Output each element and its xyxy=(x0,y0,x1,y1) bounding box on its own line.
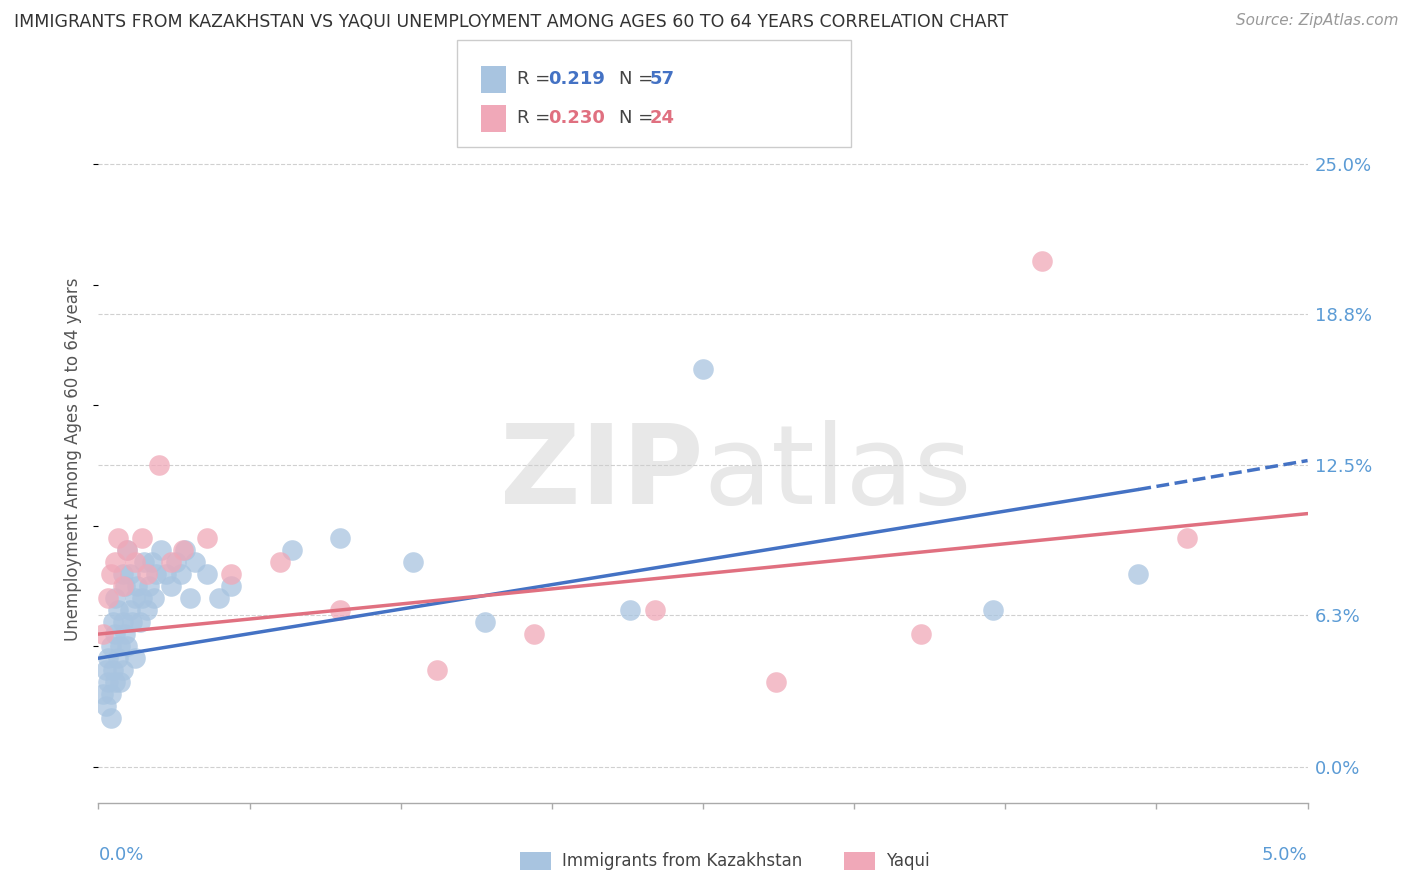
Point xyxy=(100,711,122,725)
Point xyxy=(1031,253,1053,268)
Point xyxy=(104,675,127,690)
Point xyxy=(94,699,117,714)
Point xyxy=(692,362,714,376)
Point xyxy=(169,566,191,581)
Point xyxy=(195,531,218,545)
Point xyxy=(765,675,787,690)
Point xyxy=(402,555,425,569)
Point xyxy=(131,531,153,545)
Point xyxy=(208,591,231,605)
Point xyxy=(127,579,149,593)
Point xyxy=(135,603,157,617)
Text: Source: ZipAtlas.com: Source: ZipAtlas.com xyxy=(1236,13,1399,29)
Text: 0.219: 0.219 xyxy=(548,70,605,88)
Point xyxy=(160,579,183,593)
Point xyxy=(100,687,122,701)
Text: IMMIGRANTS FROM KAZAKHSTAN VS YAQUI UNEMPLOYMENT AMONG AGES 60 TO 64 YEARS CORRE: IMMIGRANTS FROM KAZAKHSTAN VS YAQUI UNEM… xyxy=(14,13,1008,31)
Point xyxy=(91,687,114,701)
Point xyxy=(150,542,173,557)
Point xyxy=(118,603,141,617)
Point xyxy=(111,615,134,629)
Point xyxy=(108,675,131,690)
Text: 57: 57 xyxy=(650,70,675,88)
Point xyxy=(104,627,127,641)
Point xyxy=(131,591,153,605)
Point xyxy=(128,615,150,629)
Point xyxy=(910,627,932,641)
Point xyxy=(1175,531,1198,545)
Point xyxy=(91,627,114,641)
Text: 0.0%: 0.0% xyxy=(98,847,143,864)
Point xyxy=(111,663,134,677)
Point xyxy=(179,591,201,605)
Point xyxy=(117,542,139,557)
Text: R =: R = xyxy=(517,70,557,88)
Point xyxy=(523,627,546,641)
Text: ZIP: ZIP xyxy=(499,419,703,526)
Point xyxy=(134,555,156,569)
Text: Yaqui: Yaqui xyxy=(886,852,929,870)
Point xyxy=(114,579,136,593)
Point xyxy=(474,615,496,629)
Point xyxy=(329,531,352,545)
Point xyxy=(269,555,291,569)
Text: atlas: atlas xyxy=(703,419,972,526)
Point xyxy=(148,458,170,473)
Point xyxy=(111,579,134,593)
Point xyxy=(138,579,160,593)
Point xyxy=(100,566,122,581)
Text: N =: N = xyxy=(619,70,658,88)
Text: N =: N = xyxy=(619,110,658,128)
Text: 0.230: 0.230 xyxy=(548,110,605,128)
Point xyxy=(97,651,120,665)
Point xyxy=(107,651,129,665)
Point xyxy=(619,603,641,617)
Point xyxy=(121,615,143,629)
Point xyxy=(143,591,166,605)
Point xyxy=(97,675,120,690)
Point xyxy=(100,639,122,653)
Point xyxy=(117,639,139,653)
Point xyxy=(97,591,120,605)
Point xyxy=(281,542,304,557)
Text: Immigrants from Kazakhstan: Immigrants from Kazakhstan xyxy=(562,852,803,870)
Point xyxy=(221,566,243,581)
Point xyxy=(124,555,146,569)
Text: 5.0%: 5.0% xyxy=(1263,847,1308,864)
Point xyxy=(117,542,139,557)
Point xyxy=(184,555,207,569)
Point xyxy=(172,542,194,557)
Point xyxy=(94,663,117,677)
Point xyxy=(104,555,127,569)
Point xyxy=(108,639,131,653)
Point xyxy=(145,566,167,581)
Point xyxy=(135,566,157,581)
Point xyxy=(165,555,187,569)
Point xyxy=(195,566,218,581)
Point xyxy=(124,651,146,665)
Text: 24: 24 xyxy=(650,110,675,128)
Text: R =: R = xyxy=(517,110,557,128)
Point xyxy=(981,603,1004,617)
Point xyxy=(124,591,146,605)
Point xyxy=(1128,566,1150,581)
Point xyxy=(141,555,163,569)
Point xyxy=(221,579,243,593)
Point xyxy=(329,603,352,617)
Point xyxy=(111,566,134,581)
Point xyxy=(107,603,129,617)
Point xyxy=(101,663,124,677)
Point xyxy=(644,603,666,617)
Point xyxy=(174,542,197,557)
Point xyxy=(155,566,177,581)
Point xyxy=(426,663,449,677)
Point xyxy=(104,591,127,605)
Point xyxy=(118,566,141,581)
Point xyxy=(160,555,183,569)
Point xyxy=(101,615,124,629)
Point xyxy=(114,627,136,641)
Y-axis label: Unemployment Among Ages 60 to 64 years: Unemployment Among Ages 60 to 64 years xyxy=(65,277,83,641)
Point xyxy=(107,531,129,545)
